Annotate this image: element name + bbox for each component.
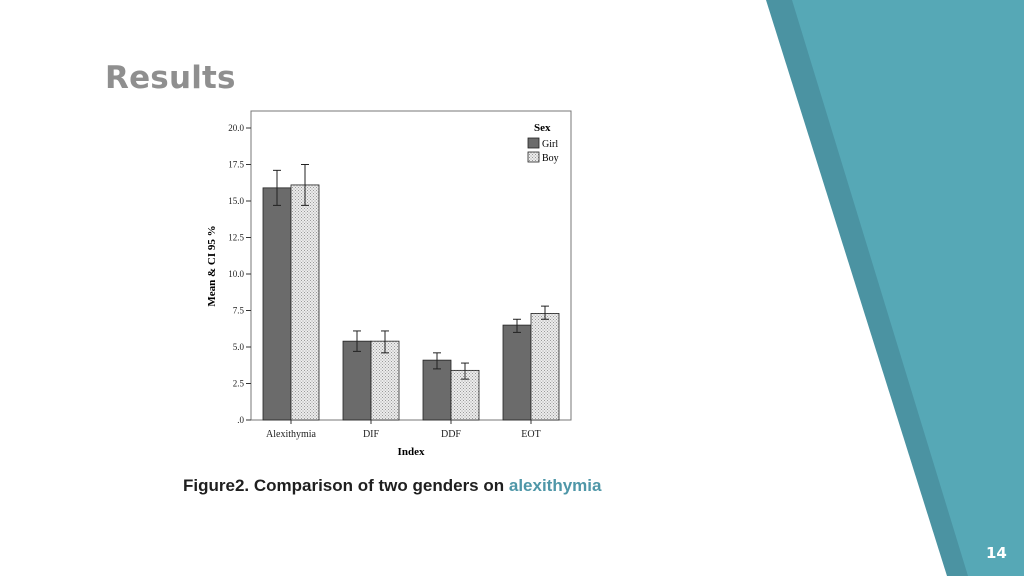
caption-highlight: alexithymia [508, 476, 602, 495]
y-tick-label: 17.5 [228, 160, 244, 170]
figure-caption: Figure2. Comparison of two genders on al… [183, 476, 601, 496]
bar-boy [530, 313, 560, 421]
bar-boy [290, 184, 320, 421]
bar-girl [502, 324, 532, 421]
caption-text: Figure2. Comparison of two genders on [183, 476, 509, 495]
y-tick-label: 12.5 [228, 233, 244, 243]
bar-girl [342, 340, 372, 421]
bar-chart: .0 2.5 5.0 7.5 10.0 12.5 15.0 17.5 20.0 Alexithy… [206, 110, 572, 458]
bar-boy [370, 340, 400, 421]
bar-girl [262, 187, 292, 421]
legend-swatch-boy [527, 151, 540, 163]
slide-title: Results [105, 60, 236, 96]
legend-label-boy: Boy [542, 153, 559, 164]
y-tick-label: .0 [237, 415, 244, 425]
legend-title: Sex [534, 122, 551, 134]
accent-stripe-light [792, 0, 1024, 576]
y-axis: .0 2.5 5.0 7.5 10.0 12.5 15.0 17.5 20.0 [228, 123, 251, 425]
legend-label-girl: Girl [542, 139, 558, 150]
legend-swatch-girl [527, 137, 540, 149]
page-number: 14 [986, 544, 1007, 562]
x-tick-label: EOT [521, 429, 540, 440]
legend: Sex Girl Boy [527, 122, 559, 164]
bars [262, 164, 560, 421]
x-tick-label: Alexithymia [266, 429, 317, 440]
y-tick-label: 5.0 [233, 342, 245, 352]
y-axis-label: Mean & CI 95 % [206, 225, 218, 306]
y-tick-label: 15.0 [228, 196, 244, 206]
y-tick-label: 20.0 [228, 123, 244, 133]
y-tick-label: 2.5 [233, 379, 245, 389]
x-tick-label: DIF [363, 429, 380, 440]
x-tick-label: DDF [441, 429, 461, 440]
x-axis-label: Index [398, 446, 425, 458]
y-tick-label: 7.5 [233, 306, 245, 316]
x-axis: Alexithymia DIF DDF EOT [266, 420, 541, 440]
bar-girl [422, 359, 452, 421]
y-tick-label: 10.0 [228, 269, 244, 279]
